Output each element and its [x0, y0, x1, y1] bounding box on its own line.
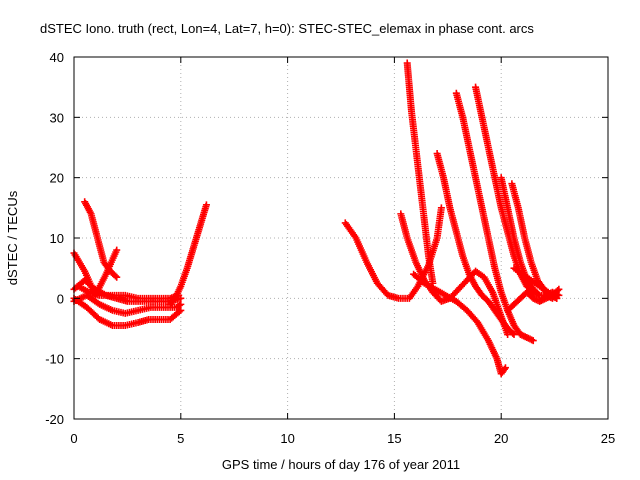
- data-point: [504, 331, 512, 339]
- data-point: [113, 273, 121, 281]
- data-point: [500, 365, 508, 373]
- series-2: [70, 294, 185, 329]
- y-tick-label: 0: [57, 291, 64, 306]
- chart-title: dSTEC Iono. truth (rect, Lon=4, Lat=7, h…: [40, 21, 534, 36]
- x-tick-label: 25: [601, 431, 615, 446]
- data-point: [202, 201, 210, 209]
- axis-ticks: 0 5 10 15 20 25 -20 -10 0 10 20 30 40: [45, 50, 615, 446]
- data-point: [555, 285, 563, 293]
- data-point: [175, 301, 183, 309]
- x-tick-label: 20: [494, 431, 508, 446]
- x-tick-label: 0: [70, 431, 77, 446]
- data-point: [501, 364, 509, 372]
- y-tick-label: 40: [50, 50, 64, 65]
- y-axis-label: dSTEC / TECUs: [5, 190, 20, 285]
- data-point: [437, 204, 445, 212]
- data-point: [554, 286, 562, 294]
- data-point: [175, 308, 183, 316]
- y-tick-label: 10: [50, 231, 64, 246]
- data-point: [113, 246, 121, 254]
- data-series: [70, 59, 563, 378]
- data-point: [529, 337, 537, 345]
- data-point: [111, 272, 119, 280]
- x-axis-label: GPS time / hours of day 176 of year 2011: [222, 457, 460, 472]
- series-12: [410, 270, 509, 378]
- data-point: [177, 306, 185, 314]
- y-tick-label: 20: [50, 171, 64, 186]
- series-9: [403, 59, 437, 287]
- x-tick-label: 15: [387, 431, 401, 446]
- series-17: [504, 285, 563, 314]
- series-6: [166, 201, 210, 308]
- x-tick-label: 10: [280, 431, 294, 446]
- data-point: [534, 290, 542, 298]
- data-point: [553, 294, 561, 302]
- series-5: [74, 282, 183, 302]
- data-point: [510, 331, 518, 339]
- y-tick-label: 30: [50, 110, 64, 125]
- series-10: [433, 150, 518, 339]
- data-point: [177, 300, 185, 308]
- y-tick-label: -20: [45, 412, 64, 427]
- y-tick-label: -10: [45, 352, 64, 367]
- data-point: [509, 329, 517, 337]
- x-tick-label: 5: [177, 431, 184, 446]
- series-1: [81, 198, 121, 281]
